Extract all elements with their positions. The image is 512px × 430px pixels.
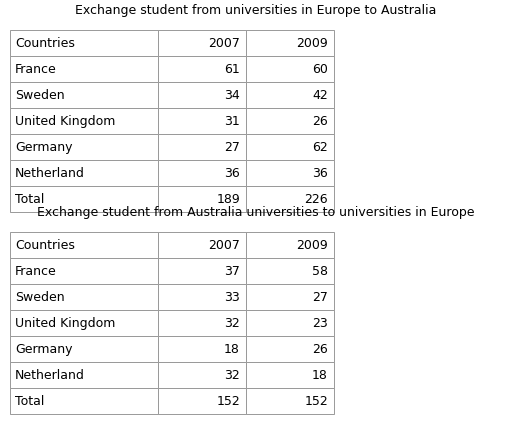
- Text: 36: 36: [312, 166, 328, 180]
- Text: Sweden: Sweden: [15, 89, 65, 101]
- Bar: [10, 82, 158, 108]
- Bar: [10, 284, 158, 310]
- Text: 189: 189: [216, 193, 240, 206]
- Text: 58: 58: [312, 265, 328, 278]
- Text: Germany: Germany: [15, 141, 73, 154]
- Text: 32: 32: [224, 317, 240, 330]
- Bar: [246, 232, 334, 258]
- Bar: [158, 56, 246, 82]
- Bar: [246, 134, 334, 160]
- Bar: [10, 160, 158, 186]
- Text: Total: Total: [15, 193, 45, 206]
- Text: Exchange student from Australia universities to universities in Europe: Exchange student from Australia universi…: [37, 206, 475, 219]
- Text: 2009: 2009: [296, 239, 328, 252]
- Text: 152: 152: [216, 395, 240, 408]
- Bar: [158, 30, 246, 56]
- Text: Countries: Countries: [15, 239, 75, 252]
- Text: France: France: [15, 265, 57, 278]
- Bar: [246, 310, 334, 336]
- Text: 27: 27: [224, 141, 240, 154]
- Bar: [246, 258, 334, 284]
- Bar: [10, 56, 158, 82]
- Text: 36: 36: [224, 166, 240, 180]
- Text: Countries: Countries: [15, 37, 75, 49]
- Text: Germany: Germany: [15, 343, 73, 356]
- Bar: [10, 30, 158, 56]
- Bar: [246, 82, 334, 108]
- Text: 26: 26: [312, 115, 328, 128]
- Text: 32: 32: [224, 369, 240, 382]
- Text: 18: 18: [224, 343, 240, 356]
- Bar: [10, 232, 158, 258]
- Text: 2007: 2007: [208, 239, 240, 252]
- Bar: [158, 186, 246, 212]
- Bar: [158, 388, 246, 414]
- Text: Exchange student from universities in Europe to Australia: Exchange student from universities in Eu…: [75, 4, 437, 17]
- Bar: [158, 134, 246, 160]
- Text: Netherland: Netherland: [15, 369, 85, 382]
- Text: 152: 152: [304, 395, 328, 408]
- Text: 23: 23: [312, 317, 328, 330]
- Bar: [10, 258, 158, 284]
- Bar: [10, 310, 158, 336]
- Bar: [246, 30, 334, 56]
- Bar: [158, 160, 246, 186]
- Text: 61: 61: [224, 63, 240, 76]
- Text: 226: 226: [304, 193, 328, 206]
- Text: Total: Total: [15, 395, 45, 408]
- Bar: [10, 362, 158, 388]
- Bar: [10, 388, 158, 414]
- Bar: [246, 388, 334, 414]
- Bar: [158, 108, 246, 134]
- Text: 42: 42: [312, 89, 328, 101]
- Text: 26: 26: [312, 343, 328, 356]
- Text: United Kingdom: United Kingdom: [15, 115, 115, 128]
- Text: 18: 18: [312, 369, 328, 382]
- Bar: [158, 310, 246, 336]
- Text: 33: 33: [224, 291, 240, 304]
- Bar: [246, 362, 334, 388]
- Bar: [246, 160, 334, 186]
- Bar: [10, 186, 158, 212]
- Text: 60: 60: [312, 63, 328, 76]
- Text: United Kingdom: United Kingdom: [15, 317, 115, 330]
- Text: 34: 34: [224, 89, 240, 101]
- Bar: [246, 336, 334, 362]
- Bar: [158, 336, 246, 362]
- Bar: [246, 56, 334, 82]
- Text: 31: 31: [224, 115, 240, 128]
- Bar: [158, 362, 246, 388]
- Bar: [10, 108, 158, 134]
- Bar: [10, 336, 158, 362]
- Text: Sweden: Sweden: [15, 291, 65, 304]
- Bar: [10, 134, 158, 160]
- Text: 62: 62: [312, 141, 328, 154]
- Text: 2007: 2007: [208, 37, 240, 49]
- Bar: [158, 232, 246, 258]
- Bar: [246, 108, 334, 134]
- Text: Netherland: Netherland: [15, 166, 85, 180]
- Text: France: France: [15, 63, 57, 76]
- Bar: [158, 82, 246, 108]
- Text: 27: 27: [312, 291, 328, 304]
- Text: 37: 37: [224, 265, 240, 278]
- Bar: [246, 186, 334, 212]
- Bar: [246, 284, 334, 310]
- Bar: [158, 284, 246, 310]
- Text: 2009: 2009: [296, 37, 328, 49]
- Bar: [158, 258, 246, 284]
